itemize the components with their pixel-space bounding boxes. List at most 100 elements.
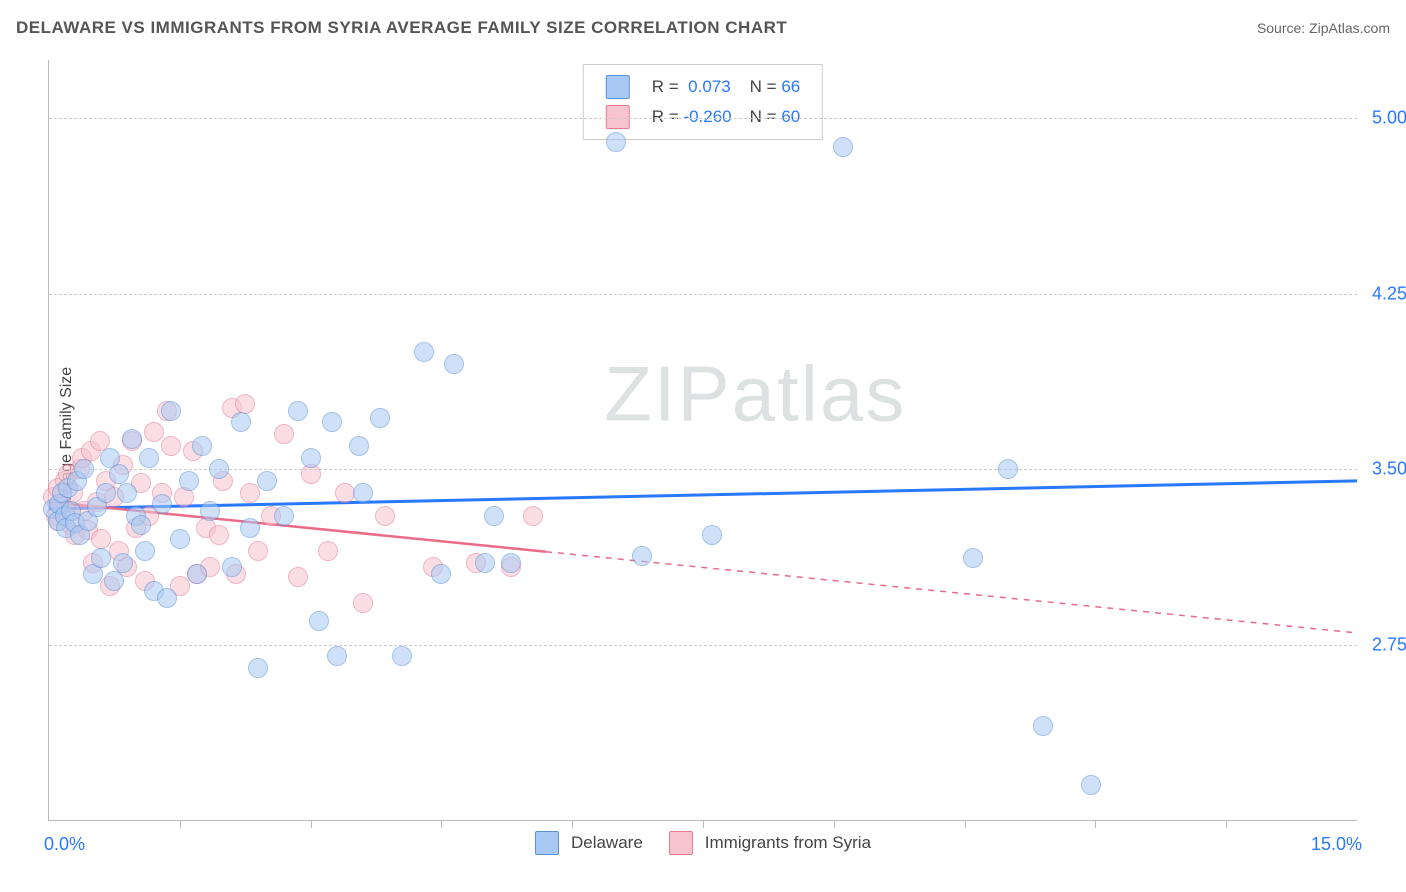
data-point-blue (157, 588, 177, 608)
x-tick (311, 820, 312, 828)
series2-label: Immigrants from Syria (705, 833, 871, 853)
data-point-blue (187, 564, 207, 584)
data-point-blue (414, 342, 434, 362)
data-point-blue (1081, 775, 1101, 795)
watermark-strong: ZIP (604, 350, 731, 438)
y-tick-label: 2.75 (1365, 634, 1406, 655)
x-tick (1095, 820, 1096, 828)
data-point-blue (113, 553, 133, 573)
data-point-pink (248, 541, 268, 561)
data-point-blue (109, 464, 129, 484)
x-tick (703, 820, 704, 828)
data-point-blue (161, 401, 181, 421)
x-tick (572, 820, 573, 828)
data-point-blue (104, 571, 124, 591)
data-point-blue (475, 553, 495, 573)
series-legend: Delaware Immigrants from Syria (535, 831, 871, 855)
x-tick (180, 820, 181, 828)
data-point-blue (192, 436, 212, 456)
correlation-legend: R = 0.073 N = 66 R = -0.260 N = 60 (583, 64, 823, 140)
gridline (49, 118, 1357, 119)
series1-label: Delaware (571, 833, 643, 853)
legend-swatch-blue (606, 75, 630, 99)
data-point-blue (606, 132, 626, 152)
data-point-pink (209, 525, 229, 545)
data-point-blue (152, 494, 172, 514)
data-point-blue (200, 501, 220, 521)
watermark-light: atlas (732, 350, 907, 438)
data-point-blue (74, 459, 94, 479)
data-point-pink (288, 567, 308, 587)
data-point-blue (501, 553, 521, 573)
scatter-plot: Average Family Size ZIPatlas R = 0.073 N… (48, 60, 1357, 821)
r-label: R = (652, 107, 679, 126)
source-label: Source: ZipAtlas.com (1257, 20, 1390, 36)
data-point-blue (231, 412, 251, 432)
data-point-pink (523, 506, 543, 526)
r-label: R = (652, 77, 679, 96)
data-point-blue (353, 483, 373, 503)
data-point-blue (117, 483, 137, 503)
data-point-blue (135, 541, 155, 561)
data-point-blue (431, 564, 451, 584)
y-tick-label: 5.00 (1365, 108, 1406, 129)
data-point-pink (318, 541, 338, 561)
data-point-blue (91, 548, 111, 568)
legend-swatch-pink (669, 831, 693, 855)
x-axis-max-label: 15.0% (1311, 834, 1362, 855)
data-point-blue (222, 557, 242, 577)
y-tick-label: 4.25 (1365, 283, 1406, 304)
data-point-pink (375, 506, 395, 526)
data-point-blue (309, 611, 329, 631)
data-point-blue (139, 448, 159, 468)
x-axis-min-label: 0.0% (44, 834, 85, 855)
data-point-blue (301, 448, 321, 468)
data-point-blue (288, 401, 308, 421)
data-point-blue (632, 546, 652, 566)
data-point-pink (240, 483, 260, 503)
n1-value: 66 (781, 77, 800, 96)
gridline (49, 645, 1357, 646)
data-point-pink (91, 529, 111, 549)
data-point-blue (349, 436, 369, 456)
legend-swatch-pink (606, 105, 630, 129)
data-point-blue (963, 548, 983, 568)
data-point-blue (702, 525, 722, 545)
data-point-blue (248, 658, 268, 678)
trendlines (49, 60, 1357, 820)
data-point-blue (322, 412, 342, 432)
x-tick (1226, 820, 1227, 828)
gridline (49, 469, 1357, 470)
trendline-pink-dashed (546, 552, 1357, 633)
data-point-pink (144, 422, 164, 442)
x-tick (965, 820, 966, 828)
data-point-blue (833, 137, 853, 157)
data-point-blue (444, 354, 464, 374)
n-label: N = (750, 107, 777, 126)
data-point-blue (274, 506, 294, 526)
y-tick-label: 3.50 (1365, 459, 1406, 480)
data-point-blue (998, 459, 1018, 479)
data-point-blue (209, 459, 229, 479)
data-point-blue (122, 429, 142, 449)
data-point-blue (240, 518, 260, 538)
data-point-pink (274, 424, 294, 444)
chart-title: DELAWARE VS IMMIGRANTS FROM SYRIA AVERAG… (16, 18, 787, 38)
data-point-blue (257, 471, 277, 491)
data-point-blue (131, 515, 151, 535)
x-tick (441, 820, 442, 828)
data-point-pink (235, 394, 255, 414)
data-point-blue (179, 471, 199, 491)
data-point-blue (96, 483, 116, 503)
data-point-blue (1033, 716, 1053, 736)
data-point-pink (161, 436, 181, 456)
data-point-blue (170, 529, 190, 549)
data-point-blue (484, 506, 504, 526)
data-point-pink (353, 593, 373, 613)
data-point-blue (327, 646, 347, 666)
gridline (49, 294, 1357, 295)
data-point-blue (392, 646, 412, 666)
legend-swatch-blue (535, 831, 559, 855)
watermark: ZIPatlas (604, 349, 906, 440)
r2-value: -0.260 (683, 107, 731, 126)
